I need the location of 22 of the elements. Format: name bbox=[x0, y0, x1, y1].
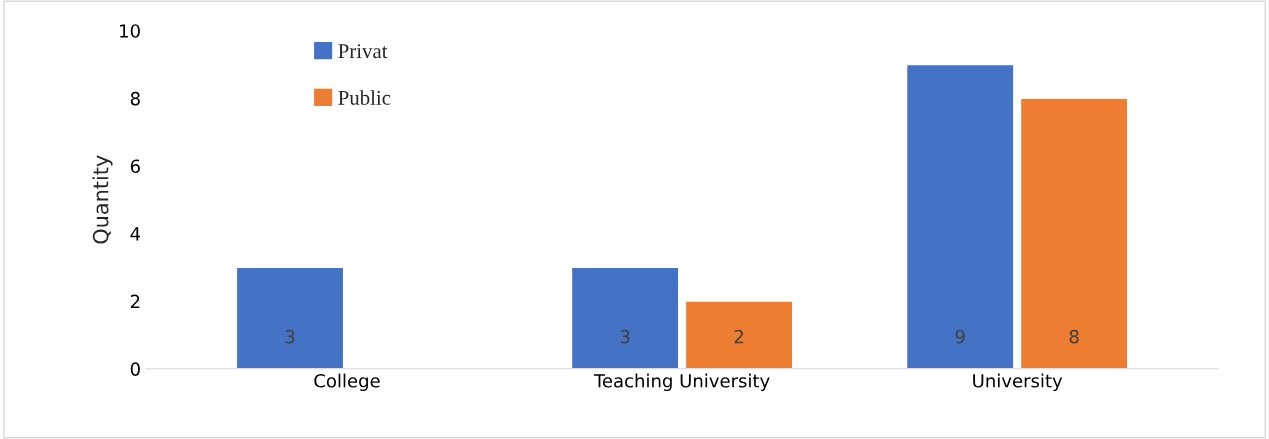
data-label: 9 bbox=[955, 329, 965, 344]
x-tick-label: College bbox=[314, 373, 380, 392]
x-tick-label: Teaching University bbox=[593, 373, 770, 392]
data-label: 2 bbox=[734, 329, 743, 344]
y-tick-label: 8 bbox=[130, 91, 140, 106]
bar bbox=[235, 266, 345, 369]
data-label: 3 bbox=[620, 329, 630, 344]
bar bbox=[905, 63, 1015, 369]
y-tick-label: 10 bbox=[120, 24, 140, 38]
y-tick-label: 0 bbox=[130, 362, 140, 376]
y-tick-label: 6 bbox=[130, 159, 140, 174]
legend-label: Privat bbox=[338, 44, 388, 59]
x-tick-label: University bbox=[973, 373, 1063, 392]
data-label: 8 bbox=[1069, 329, 1079, 344]
legend-label: Public bbox=[338, 90, 391, 105]
y-tick-label: 4 bbox=[130, 227, 141, 241]
y-axis-title: Quantity bbox=[92, 155, 113, 244]
y-tick-label: 2 bbox=[130, 294, 140, 309]
data-label: 3 bbox=[285, 329, 295, 344]
bar bbox=[570, 266, 680, 369]
bar bbox=[1019, 97, 1129, 369]
bar bbox=[684, 300, 794, 369]
